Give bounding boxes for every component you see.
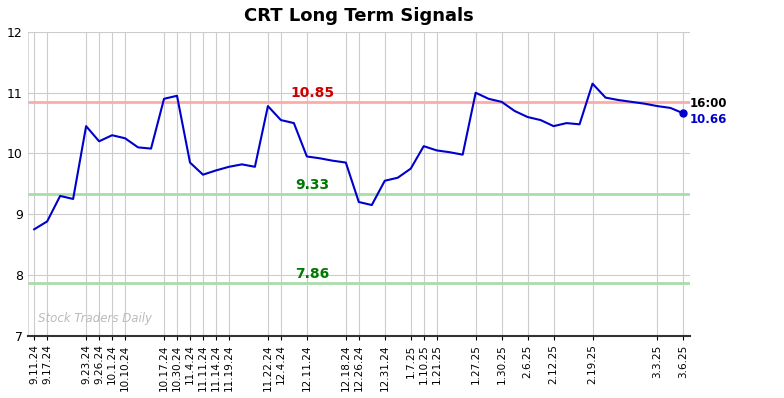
Text: 9.33: 9.33 bbox=[296, 178, 329, 192]
Title: CRT Long Term Signals: CRT Long Term Signals bbox=[244, 7, 474, 25]
Text: Stock Traders Daily: Stock Traders Daily bbox=[38, 312, 152, 325]
Text: 7.86: 7.86 bbox=[296, 267, 329, 281]
Text: 10.66: 10.66 bbox=[690, 113, 728, 126]
Text: 10.85: 10.85 bbox=[290, 86, 335, 100]
Text: 16:00: 16:00 bbox=[690, 97, 728, 109]
